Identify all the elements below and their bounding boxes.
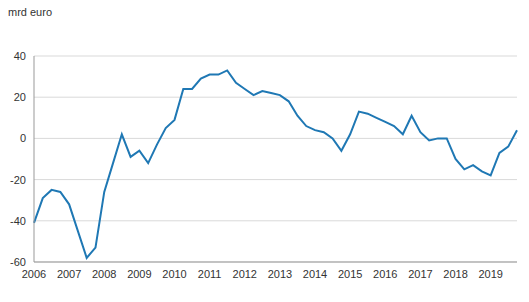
svg-text:2009: 2009 (127, 268, 151, 280)
svg-text:2006: 2006 (22, 268, 46, 280)
svg-text:-20: -20 (10, 174, 26, 186)
svg-text:2014: 2014 (303, 268, 327, 280)
svg-text:20: 20 (14, 91, 26, 103)
svg-text:40: 40 (14, 50, 26, 62)
svg-text:0: 0 (20, 132, 26, 144)
svg-text:2017: 2017 (408, 268, 432, 280)
svg-text:2011: 2011 (198, 268, 222, 280)
svg-text:2010: 2010 (162, 268, 186, 280)
svg-text:2007: 2007 (57, 268, 81, 280)
svg-text:2013: 2013 (268, 268, 292, 280)
svg-text:2015: 2015 (338, 268, 362, 280)
svg-text:2018: 2018 (443, 268, 467, 280)
html-text:mrd euro: mrd euro (8, 6, 52, 18)
svg-text:2012: 2012 (233, 268, 257, 280)
svg-text:-60: -60 (10, 256, 26, 268)
svg-text:2008: 2008 (92, 268, 116, 280)
svg-text:-40: -40 (10, 215, 26, 227)
svg-text:2019: 2019 (478, 268, 502, 280)
svg-text:2016: 2016 (373, 268, 397, 280)
